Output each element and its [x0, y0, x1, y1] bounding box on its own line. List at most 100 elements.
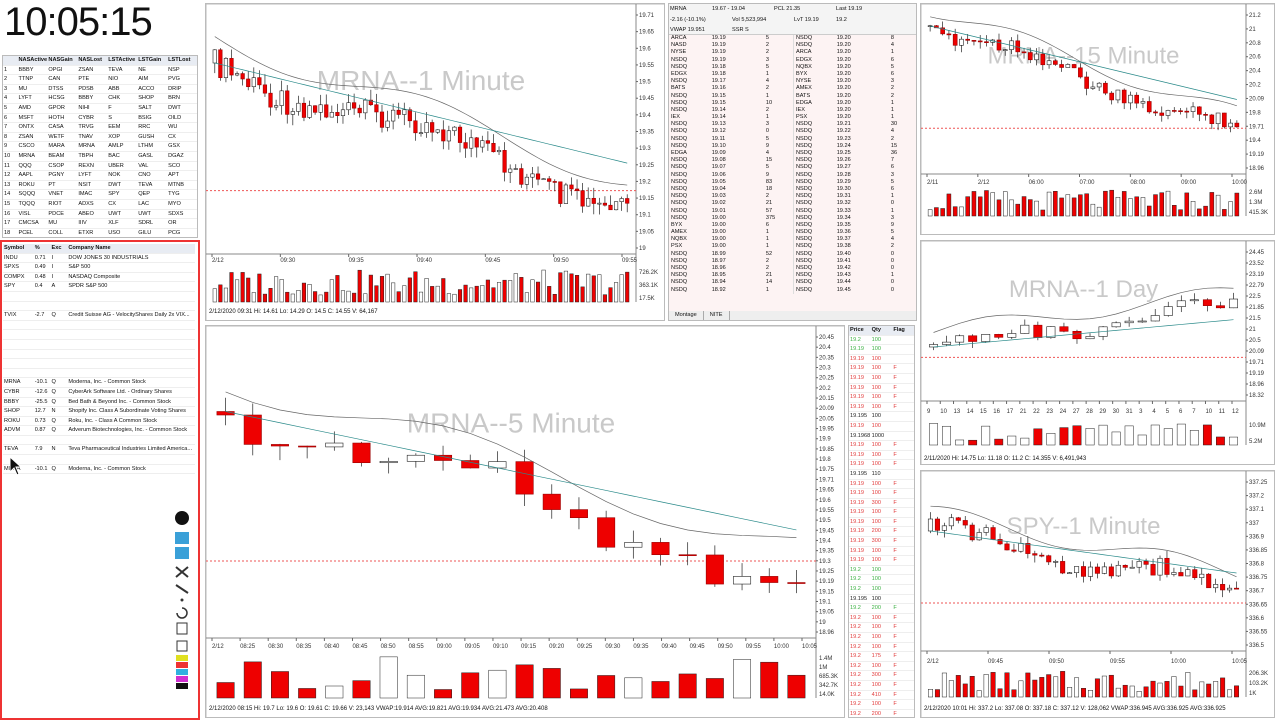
cell	[892, 432, 914, 441]
cell: 19.19	[711, 35, 726, 41]
candle-body	[1025, 543, 1031, 554]
tool-icon[interactable]	[175, 532, 189, 544]
volume-bar	[1216, 436, 1225, 446]
cell: -10.1	[34, 379, 48, 386]
watchlist-row[interactable]: COMPX 0.48 I NASDAQ Composite	[3, 273, 195, 283]
header-row: Price Qty Flag	[849, 326, 914, 336]
tool-icon[interactable]	[175, 566, 189, 578]
moving-average	[933, 319, 1234, 348]
cell: 1	[890, 114, 895, 121]
watchlist-row[interactable]: BBBY -25.5 Q Bed Bath & Beyond Inc. - Commo…	[3, 398, 195, 408]
watchlist-row[interactable]: SPXS 0.49 I S&P 500	[3, 263, 195, 273]
y-tick-label: 19.19	[1249, 371, 1265, 377]
cell: ZSAN	[18, 133, 34, 140]
cell: 19.2	[850, 605, 861, 612]
volume-bar	[340, 290, 346, 303]
candle-body	[624, 542, 643, 548]
y-tick-label: 19.25	[639, 163, 655, 169]
volume-bar	[996, 199, 1002, 217]
scanner-row: 18 PCEL COLL ETXR USO GILU PCG	[3, 229, 197, 237]
candle-body	[515, 461, 534, 495]
cell: GSX	[168, 143, 180, 150]
y-tick-label: 19.6	[819, 498, 831, 504]
panel-bg	[921, 471, 1274, 717]
quote-row: BATS 19.20 2	[794, 93, 916, 100]
cell: QEP	[138, 191, 151, 198]
cell: 100	[871, 355, 882, 362]
tool-icon[interactable]	[175, 511, 189, 525]
cell: 19.24	[836, 142, 851, 149]
watchlist-row[interactable]: CYBR -12.6 Q CyberArk Software Ltd. - Ordin…	[3, 388, 195, 398]
watchlist-row[interactable]: ROKU 0.73 Q Roku, Inc. - Class A Common Sto…	[3, 417, 195, 427]
cell: 36	[890, 150, 898, 156]
tool-icon[interactable]	[176, 676, 188, 682]
tool-icon[interactable]	[176, 669, 188, 675]
cell: NSDQ	[796, 135, 813, 142]
watchlist-row[interactable]: SHOP 12.7 N Shopify Inc. Class A Subordinat…	[3, 407, 195, 417]
cell: OR	[168, 220, 177, 227]
y-tick-label: 19.8	[1249, 110, 1261, 116]
cell: 19.13	[711, 121, 726, 128]
cell: 5	[890, 229, 895, 236]
tool-icon[interactable]	[176, 607, 188, 619]
cell: 14	[4, 191, 11, 198]
tool-icon[interactable]	[175, 584, 189, 594]
cell: 19.20	[836, 56, 851, 63]
tool-icon[interactable]	[176, 622, 188, 635]
cell: PDCE	[48, 210, 64, 217]
quote-row: NSDQ 19.00 375	[669, 215, 793, 222]
tool-icon[interactable]	[175, 547, 189, 559]
tape-row: 19.2 100 F	[849, 614, 914, 624]
candle-body	[262, 84, 268, 94]
volume-bar	[1122, 684, 1128, 698]
candle-body	[1108, 566, 1114, 577]
watchlist-row	[3, 321, 195, 331]
volume-tick-label: 342.7K	[819, 683, 838, 689]
cell: TBPH	[78, 152, 94, 159]
tool-icon[interactable]	[180, 598, 184, 602]
y-tick-label: 19.71	[819, 477, 835, 483]
watchlist-row[interactable]: ADVM 0.87 Q Adverum Biotechnologies, Inc. -…	[3, 426, 195, 436]
volume-tick-label: 415.3K	[1249, 210, 1268, 216]
tab[interactable]: NITE	[704, 311, 730, 320]
candle-body	[357, 107, 362, 114]
cell: F	[893, 480, 897, 487]
cell: -10.1	[34, 465, 48, 472]
cell: 100	[871, 566, 882, 573]
cell: NSDQ	[671, 171, 688, 178]
candle-body	[1046, 60, 1052, 66]
tape-row: 19.19 100 F	[849, 451, 914, 461]
candle-body	[981, 334, 991, 342]
cell: 19.19	[850, 451, 864, 458]
y-tick-label: 20.6	[1249, 55, 1261, 61]
tool-icon[interactable]	[176, 683, 188, 689]
tool-icon[interactable]	[176, 655, 188, 661]
candle-body	[1227, 587, 1233, 591]
candle-body	[1137, 320, 1147, 323]
cell: NSDQ	[796, 42, 813, 49]
candle-body	[934, 518, 940, 531]
cell: F	[893, 442, 897, 449]
watchlist-row	[3, 302, 195, 312]
watchlist-row[interactable]: TVIX -2.7 Q Credit Suisse AG - VelocityShar…	[3, 311, 195, 321]
volume-bar	[346, 290, 351, 303]
watchlist-row[interactable]: SPY 0.4 A SPDR S&P 500	[3, 282, 195, 292]
tab[interactable]: Montage	[669, 311, 704, 320]
tool-icon[interactable]	[176, 640, 188, 652]
candle-body	[298, 445, 317, 448]
candle-body	[1184, 110, 1190, 113]
x-tick-label: 08:45	[352, 644, 368, 650]
tool-icon[interactable]	[176, 662, 188, 668]
volume-bar	[435, 285, 440, 303]
volume-bar	[434, 689, 452, 699]
volume-bar	[942, 425, 951, 446]
volume-tick-label: 2.6M	[1249, 190, 1262, 196]
volume-bar	[558, 272, 563, 303]
watchlist-row[interactable]: TEVA 7.9 N Teva Pharmaceutical Industries L…	[3, 445, 195, 456]
watchlist-row[interactable]: INDU 0.71 I DOW JONES 30 INDUSTRIALS	[3, 254, 195, 264]
cell: 15	[890, 142, 898, 149]
cell: 19.28	[836, 171, 851, 178]
cell: 10	[4, 152, 11, 159]
